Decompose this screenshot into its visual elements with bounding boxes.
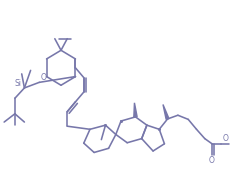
Text: Si: Si bbox=[15, 78, 22, 87]
Text: O: O bbox=[222, 134, 228, 143]
Polygon shape bbox=[163, 104, 169, 119]
Text: O: O bbox=[40, 73, 46, 82]
Polygon shape bbox=[134, 103, 137, 117]
Text: O: O bbox=[209, 156, 214, 165]
